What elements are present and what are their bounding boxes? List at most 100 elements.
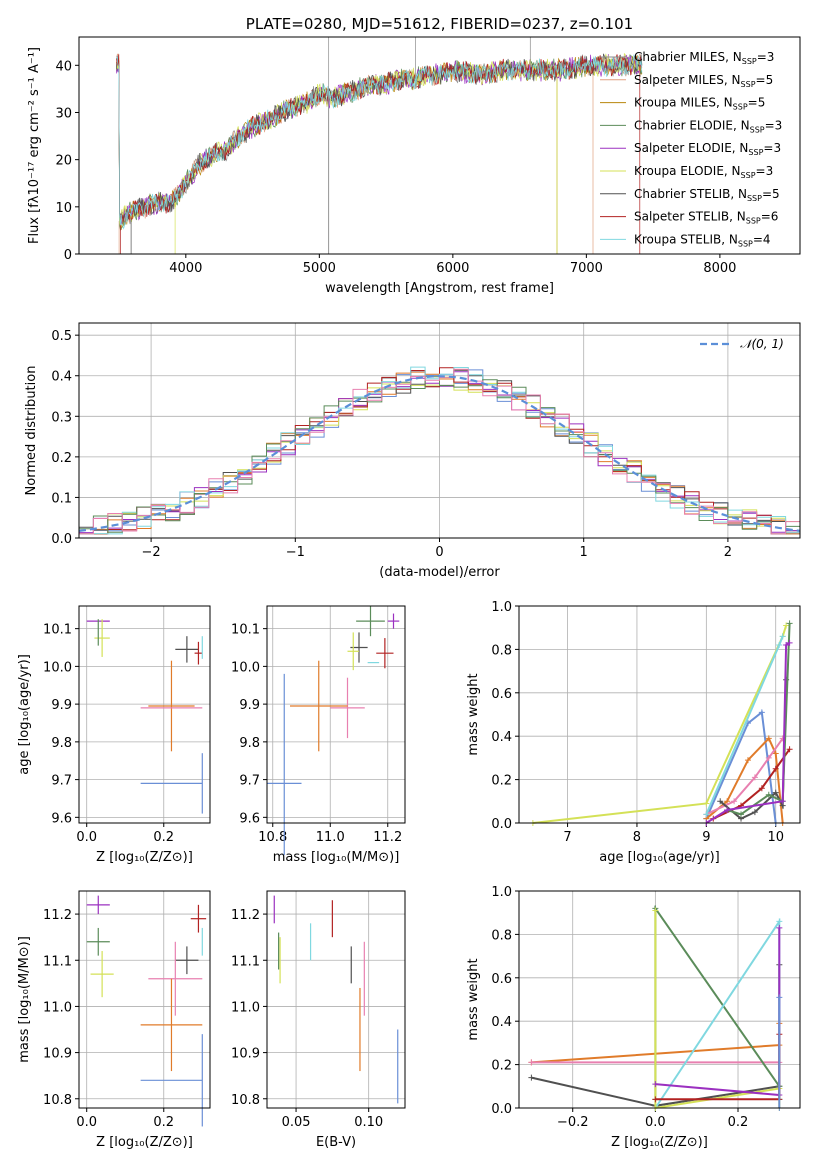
axes-frame [266,890,406,1109]
error-bar-point [194,641,203,665]
y-tick-label: 11.2 [43,908,72,923]
x-tick-label: 0.2 [153,830,174,845]
legend-label: Salpeter MILES, NSSP=5 [634,73,773,89]
plus-marker [652,907,659,914]
x-tick-label: 0.2 [153,1115,174,1130]
plus-marker [758,785,765,792]
legend-label: 𝒩(0, 1) [740,337,784,351]
spectra [116,37,643,254]
panel-8: −0.2 0.0 0.2 0.0 0.2 0.4 0.6 0.8 1.0 Z [log₁₀(Z/Z… [466,885,801,1150]
error-bar-point [140,978,203,1072]
y-tick-label: 0.1 [51,491,72,506]
plot-area [79,891,210,1108]
x-tick-label: 11.0 [316,830,345,845]
y-tick-label: 9.7 [239,774,260,789]
plus-marker [731,798,738,805]
error-bar-point [376,638,394,669]
error-bar-point [86,895,110,915]
x-tick-label: 0 [435,545,443,560]
plus-marker [751,774,758,781]
x-tick-label: 9 [702,830,710,845]
y-tick-label: 1.0 [491,600,512,615]
error-bar-point [94,619,110,657]
plus-marker [717,798,724,805]
plus-marker [786,746,793,753]
x-tick-label: 8000 [703,261,736,276]
histogram-step [79,367,800,535]
plus-marker [738,811,745,818]
plus-marker [783,622,790,629]
y-axis-label: mass weight [466,958,481,1040]
plus-marker [776,642,783,649]
plus-marker [765,791,772,798]
series-line [705,710,777,824]
y-tick-label: 9.6 [239,811,260,826]
y-tick-label: 10.0 [43,660,72,675]
x-tick-label: 0.0 [76,1115,97,1130]
y-tick-label: 10.8 [43,1093,72,1108]
plus-marker [772,765,779,772]
histogram-step [79,376,800,535]
plus-marker [786,639,793,646]
y-tick-label: 0.8 [491,928,512,943]
weight-series [703,633,786,818]
y-tick-label: 0.0 [491,1102,512,1117]
spectrum-line [116,54,643,230]
y-tick-label: 0.2 [491,1059,512,1074]
plot-area [519,891,800,1108]
legend-label: Chabrier STELIB, NSSP=5 [634,187,780,203]
x-axis-label: E(B-V) [316,1135,356,1150]
axes-frame [78,322,801,539]
y-tick-label: 10 [55,201,72,216]
y-tick-label: 10.9 [231,1047,260,1062]
legend-label: Kroupa ELODIE, NSSP=3 [634,164,773,180]
x-axis-label: (data-model)/error [379,565,500,580]
x-tick-label: 11.2 [373,830,402,845]
histograms [79,366,800,535]
plus-marker [772,750,779,757]
error-bar-point [175,946,199,975]
error-bar-point [387,613,400,629]
x-axis-label: age [log₁₀(age/yr)] [599,850,720,865]
y-tick-label: 0.8 [491,643,512,658]
error-bar-point [86,927,110,956]
legend-label: Salpeter ELODIE, NSSP=3 [634,141,781,157]
error-bar-point [347,632,359,671]
y-tick-label: 0.0 [51,532,72,547]
x-axis-label: Z [log₁₀(Z/Z⊙)] [96,850,193,865]
y-tick-label: 10.1 [43,623,72,638]
plus-marker [786,620,793,627]
axes-frame [78,890,211,1109]
plus-marker [703,811,710,818]
x-tick-label: −1 [286,545,305,560]
plus-marker [652,1096,659,1103]
panel-6: 0.0 0.2 10.8 10.9 11.0 11.1 11.2 Z [log₁₀(Z/Z⊙)… [17,890,211,1150]
plus-marker [776,924,783,931]
plus-marker [783,642,790,649]
x-tick-label: 6000 [436,261,469,276]
legend-label: Kroupa STELIB, NSSP=4 [634,232,771,248]
y-tick-label: 10.8 [231,1093,260,1108]
plus-marker [703,800,710,807]
y-tick-label: 40 [55,59,72,74]
panel-4: 10.8 11.0 11.2 9.6 9.7 9.8 9.9 10.0 10.1 mass [lo… [231,605,406,865]
plus-marker [779,633,786,640]
y-tick-label: 0.4 [51,370,72,385]
x-tick-label: 5000 [303,261,336,276]
plus-marker [724,798,731,805]
y-tick-label: 11.0 [231,1000,260,1015]
x-tick-label: 4000 [169,261,202,276]
y-tick-label: 0 [64,248,72,263]
y-axis-label: mass [log₁₀(M/M⊙)] [17,936,32,1063]
x-tick-label: 0.10 [354,1115,383,1130]
y-tick-label: 11.0 [43,1000,72,1015]
plot-area [267,891,405,1108]
x-tick-label: 0.0 [645,1115,666,1130]
x-axis-label: mass [log₁₀(M/M⊙)] [273,850,400,865]
legend-label: Salpeter STELIB, NSSP=6 [634,210,778,226]
panel-5: 7 8 9 10 0.0 0.2 0.4 0.6 0.8 1.0 age [log₁₀(age/yr… [466,600,801,865]
x-axis-label: Z [log₁₀(Z/Z⊙)] [611,1135,708,1150]
y-tick-label: 9.8 [239,736,260,751]
x-tick-label: 10 [767,830,784,845]
y-tick-label: 11.1 [231,954,260,969]
